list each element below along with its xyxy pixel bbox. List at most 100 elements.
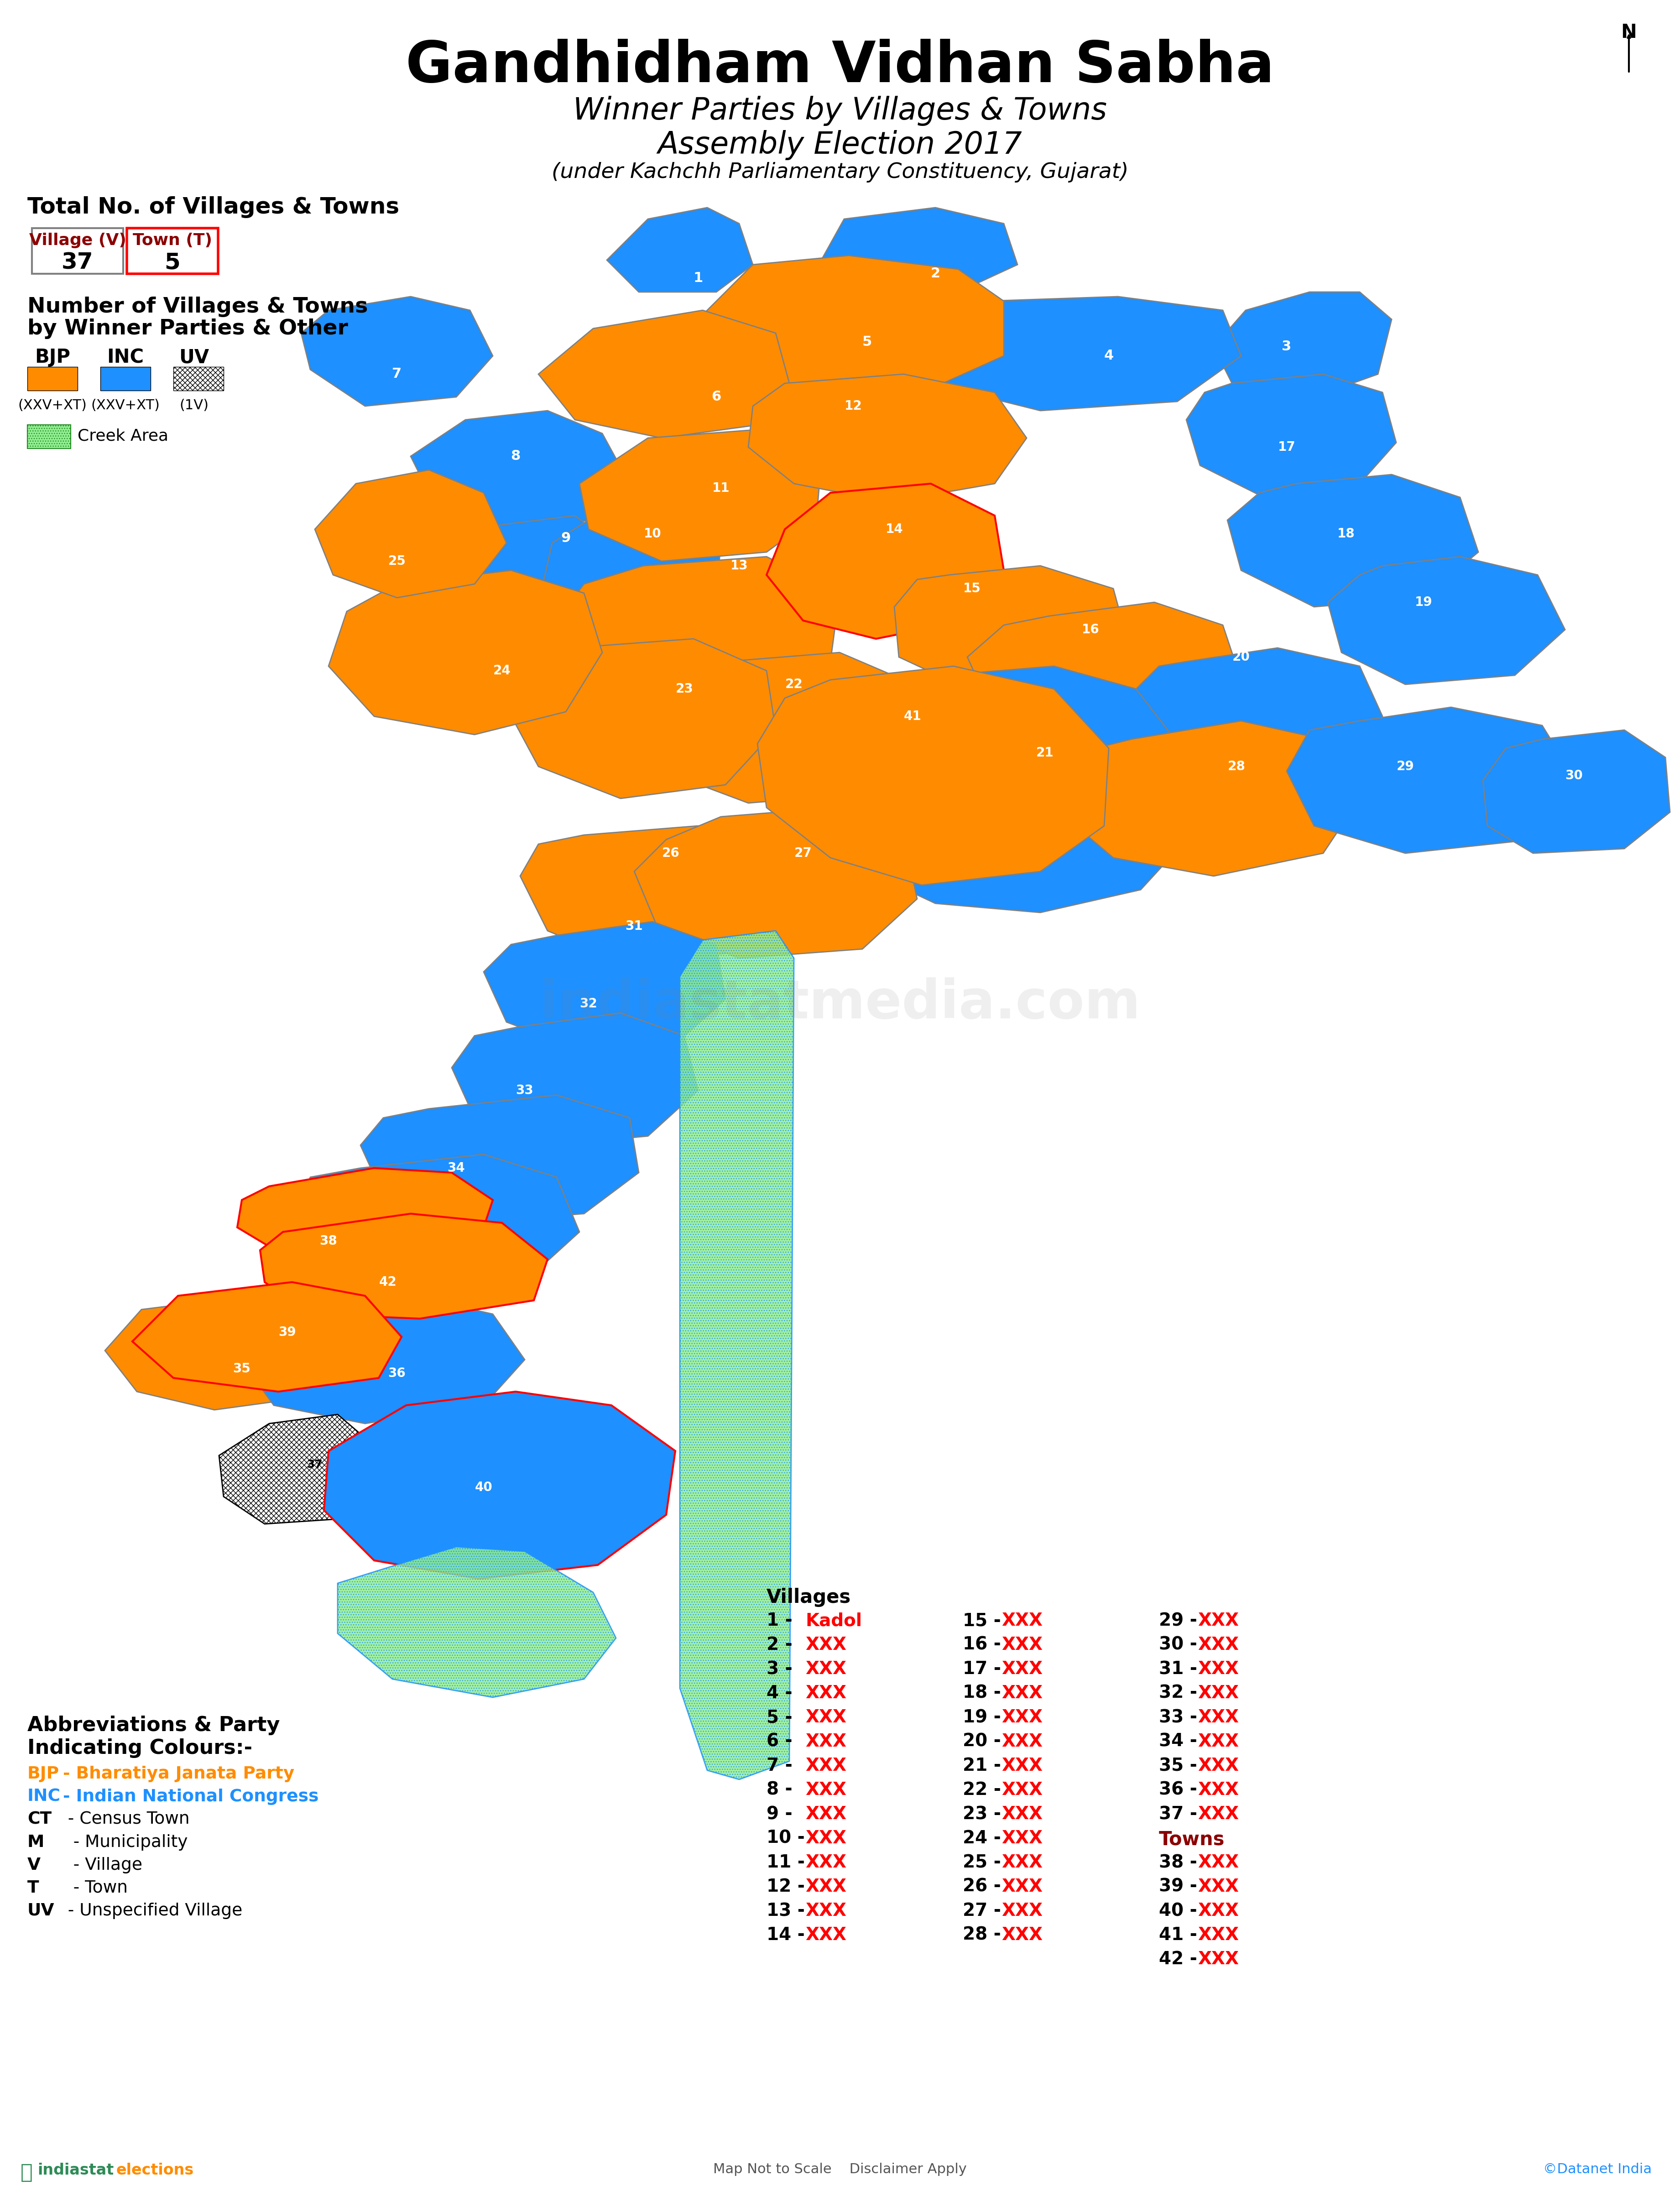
- Text: 15: 15: [963, 583, 981, 596]
- Text: 1 -: 1 -: [766, 1613, 793, 1630]
- Text: - Village: - Village: [57, 1858, 143, 1873]
- Polygon shape: [830, 666, 1191, 911]
- Text: 14: 14: [885, 524, 904, 535]
- Polygon shape: [1136, 649, 1383, 771]
- Text: - Bharatiya Janata Party: - Bharatiya Janata Party: [57, 1766, 294, 1781]
- Text: XXX: XXX: [805, 1685, 847, 1702]
- Text: XXX: XXX: [1001, 1854, 1043, 1871]
- Text: 12: 12: [845, 399, 862, 412]
- Text: indiastat: indiastat: [37, 2163, 114, 2178]
- Text: Total No. of Villages & Towns: Total No. of Villages & Towns: [27, 197, 400, 219]
- Text: 22 -: 22 -: [963, 1781, 1001, 1799]
- Text: 9: 9: [561, 532, 571, 546]
- Text: Creek Area: Creek Area: [77, 429, 168, 445]
- Text: BJP: BJP: [35, 348, 71, 366]
- Text: 14 -: 14 -: [766, 1926, 805, 1943]
- Text: 7: 7: [391, 368, 402, 381]
- Bar: [27, 425, 71, 449]
- Text: 30 -: 30 -: [1159, 1637, 1198, 1654]
- Text: XXX: XXX: [1198, 1805, 1238, 1823]
- Text: 28 -: 28 -: [963, 1926, 1001, 1943]
- Text: 33 -: 33 -: [1159, 1709, 1198, 1727]
- Text: XXX: XXX: [805, 1637, 847, 1654]
- Polygon shape: [104, 1295, 346, 1409]
- Text: 34: 34: [447, 1161, 465, 1174]
- Text: Assembly Election 2017: Assembly Election 2017: [659, 129, 1021, 160]
- Text: 39 -: 39 -: [1159, 1878, 1198, 1895]
- Text: 35: 35: [234, 1363, 250, 1376]
- Text: 7 -: 7 -: [766, 1757, 793, 1775]
- Polygon shape: [1483, 730, 1670, 852]
- Text: 19: 19: [1415, 596, 1433, 609]
- Text: 30: 30: [1566, 769, 1583, 782]
- Text: 5: 5: [862, 335, 872, 348]
- Text: XXX: XXX: [1198, 1926, 1238, 1943]
- Text: 34 -: 34 -: [1159, 1733, 1198, 1751]
- Text: 32: 32: [580, 997, 598, 1010]
- Polygon shape: [1213, 291, 1391, 397]
- Text: XXX: XXX: [1001, 1781, 1043, 1799]
- Text: (under Kachchh Parliamentary Constituency, Gujarat): (under Kachchh Parliamentary Constituenc…: [551, 162, 1129, 182]
- Text: 5: 5: [165, 252, 180, 274]
- Text: V: V: [27, 1858, 40, 1873]
- Text: XXX: XXX: [1198, 1661, 1238, 1678]
- Text: 29: 29: [1396, 760, 1415, 773]
- Text: XXX: XXX: [1001, 1878, 1043, 1895]
- Text: XXX: XXX: [1001, 1829, 1043, 1847]
- Text: 37: 37: [307, 1459, 323, 1470]
- Text: XXX: XXX: [1198, 1685, 1238, 1702]
- Bar: [173, 366, 223, 390]
- Polygon shape: [301, 296, 492, 405]
- Text: XXX: XXX: [1198, 1854, 1238, 1871]
- Text: 33: 33: [516, 1085, 534, 1098]
- Polygon shape: [338, 1547, 617, 1698]
- Text: (XXV+XT): (XXV+XT): [91, 399, 160, 412]
- Text: XXX: XXX: [1001, 1685, 1043, 1702]
- Text: XXX: XXX: [805, 1709, 847, 1727]
- Text: indiastatmedia.com: indiastatmedia.com: [539, 977, 1141, 1030]
- Text: 12 -: 12 -: [766, 1878, 805, 1895]
- Text: - Indian National Congress: - Indian National Congress: [57, 1788, 319, 1805]
- Text: XXX: XXX: [1001, 1637, 1043, 1654]
- Text: UV: UV: [27, 1902, 54, 1919]
- Text: XXX: XXX: [1001, 1709, 1043, 1727]
- Text: XXX: XXX: [1198, 1781, 1238, 1799]
- Text: BJP: BJP: [27, 1766, 59, 1781]
- Polygon shape: [361, 1096, 638, 1223]
- Polygon shape: [766, 484, 1005, 640]
- Text: XXX: XXX: [805, 1878, 847, 1895]
- Text: Villages: Villages: [766, 1588, 852, 1606]
- Text: (1V): (1V): [180, 399, 208, 412]
- Text: 4: 4: [1104, 348, 1114, 362]
- Polygon shape: [218, 1415, 375, 1525]
- Polygon shape: [606, 208, 753, 291]
- Polygon shape: [968, 603, 1242, 734]
- Text: XXX: XXX: [1001, 1805, 1043, 1823]
- Text: XXX: XXX: [805, 1757, 847, 1775]
- Text: 26: 26: [662, 848, 680, 859]
- Text: 26 -: 26 -: [963, 1878, 1001, 1895]
- Polygon shape: [1186, 375, 1396, 497]
- Text: XXX: XXX: [805, 1829, 847, 1847]
- Polygon shape: [484, 922, 726, 1049]
- Text: 40: 40: [475, 1481, 492, 1494]
- Polygon shape: [133, 1282, 402, 1391]
- Text: XXX: XXX: [805, 1781, 847, 1799]
- Text: 8 -: 8 -: [766, 1781, 793, 1799]
- Text: - Unspecified Village: - Unspecified Village: [57, 1902, 242, 1919]
- Text: XXX: XXX: [1001, 1613, 1043, 1630]
- Text: 41: 41: [904, 710, 921, 723]
- FancyBboxPatch shape: [128, 228, 218, 274]
- Text: 10 -: 10 -: [766, 1829, 805, 1847]
- Polygon shape: [329, 570, 603, 734]
- Polygon shape: [543, 511, 721, 624]
- Polygon shape: [894, 565, 1127, 688]
- Text: XXX: XXX: [805, 1805, 847, 1823]
- Text: 4 -: 4 -: [766, 1685, 793, 1702]
- Text: 13 -: 13 -: [766, 1902, 805, 1919]
- Text: XXX: XXX: [1198, 1757, 1238, 1775]
- Text: XXX: XXX: [1198, 1637, 1238, 1654]
- Text: 27: 27: [795, 848, 811, 859]
- Text: XXX: XXX: [1198, 1709, 1238, 1727]
- Polygon shape: [648, 653, 912, 804]
